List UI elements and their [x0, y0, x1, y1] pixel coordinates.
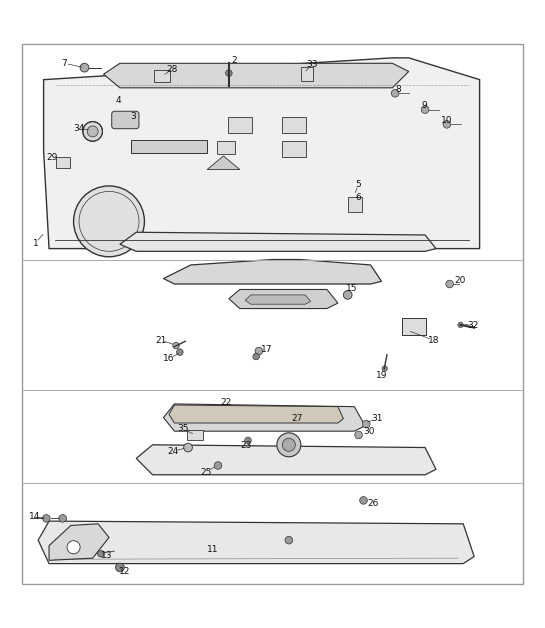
Circle shape — [391, 89, 399, 97]
Text: 7: 7 — [62, 59, 67, 68]
Circle shape — [421, 106, 429, 114]
FancyBboxPatch shape — [154, 70, 170, 82]
Text: 20: 20 — [455, 276, 466, 284]
Polygon shape — [164, 404, 365, 431]
Polygon shape — [104, 63, 409, 88]
Text: 31: 31 — [371, 414, 383, 423]
Circle shape — [255, 347, 263, 355]
Text: 18: 18 — [427, 335, 439, 345]
Circle shape — [382, 365, 387, 371]
Text: 26: 26 — [368, 499, 379, 508]
FancyBboxPatch shape — [301, 67, 313, 81]
Circle shape — [173, 342, 179, 349]
Polygon shape — [169, 405, 343, 423]
Polygon shape — [120, 232, 436, 251]
Circle shape — [360, 497, 367, 504]
Text: 4: 4 — [116, 96, 122, 105]
Text: 8: 8 — [395, 85, 401, 94]
Text: 15: 15 — [346, 284, 358, 293]
Circle shape — [362, 420, 370, 428]
FancyBboxPatch shape — [282, 141, 306, 157]
Text: 33: 33 — [306, 60, 318, 69]
Circle shape — [343, 291, 352, 300]
Text: 6: 6 — [356, 193, 361, 202]
Circle shape — [214, 462, 222, 469]
Polygon shape — [245, 295, 311, 304]
Circle shape — [282, 438, 295, 452]
Text: 3: 3 — [131, 112, 136, 121]
Polygon shape — [229, 290, 338, 308]
FancyBboxPatch shape — [282, 117, 306, 133]
Circle shape — [285, 536, 293, 544]
Text: 14: 14 — [29, 512, 40, 521]
Circle shape — [80, 63, 89, 72]
FancyBboxPatch shape — [348, 197, 362, 212]
Circle shape — [443, 121, 451, 128]
Circle shape — [226, 70, 232, 77]
Text: 17: 17 — [261, 345, 273, 354]
Text: 10: 10 — [441, 116, 453, 125]
Text: 27: 27 — [292, 414, 302, 423]
Text: 21: 21 — [155, 335, 166, 345]
FancyBboxPatch shape — [22, 44, 523, 584]
Circle shape — [177, 349, 183, 355]
Text: 2: 2 — [232, 56, 237, 65]
FancyBboxPatch shape — [217, 141, 235, 154]
Polygon shape — [136, 445, 436, 475]
Text: 1: 1 — [33, 239, 38, 247]
Polygon shape — [131, 139, 207, 153]
Text: 34: 34 — [74, 124, 84, 133]
Text: 25: 25 — [201, 468, 211, 477]
Circle shape — [184, 443, 192, 452]
Text: 16: 16 — [163, 354, 175, 363]
Circle shape — [59, 514, 66, 522]
Circle shape — [253, 353, 259, 360]
FancyBboxPatch shape — [56, 157, 70, 168]
FancyBboxPatch shape — [402, 318, 426, 335]
Circle shape — [43, 514, 50, 522]
Circle shape — [67, 541, 80, 554]
Text: 11: 11 — [207, 545, 219, 554]
Text: 22: 22 — [221, 398, 232, 407]
FancyBboxPatch shape — [112, 111, 139, 129]
FancyBboxPatch shape — [187, 430, 203, 440]
Text: 30: 30 — [364, 426, 376, 436]
Polygon shape — [38, 521, 474, 563]
Text: 29: 29 — [46, 153, 57, 161]
Text: 28: 28 — [166, 65, 177, 74]
Circle shape — [83, 122, 102, 141]
Text: 32: 32 — [468, 322, 479, 330]
Polygon shape — [49, 524, 109, 560]
Polygon shape — [207, 156, 240, 170]
Circle shape — [87, 126, 98, 137]
Text: 35: 35 — [177, 424, 189, 433]
Circle shape — [446, 280, 453, 288]
Circle shape — [245, 437, 251, 444]
Polygon shape — [164, 259, 382, 284]
Text: 9: 9 — [421, 101, 427, 111]
Polygon shape — [44, 58, 480, 249]
Circle shape — [355, 431, 362, 439]
Circle shape — [98, 551, 104, 557]
Circle shape — [116, 563, 124, 571]
Text: 19: 19 — [376, 371, 387, 379]
Circle shape — [277, 433, 301, 457]
Text: 12: 12 — [119, 566, 130, 576]
Text: 13: 13 — [100, 551, 112, 560]
Text: 24: 24 — [168, 447, 179, 456]
Text: 5: 5 — [356, 180, 361, 189]
Circle shape — [74, 186, 144, 257]
Text: 23: 23 — [241, 441, 252, 450]
FancyBboxPatch shape — [228, 117, 252, 133]
Circle shape — [458, 322, 463, 328]
